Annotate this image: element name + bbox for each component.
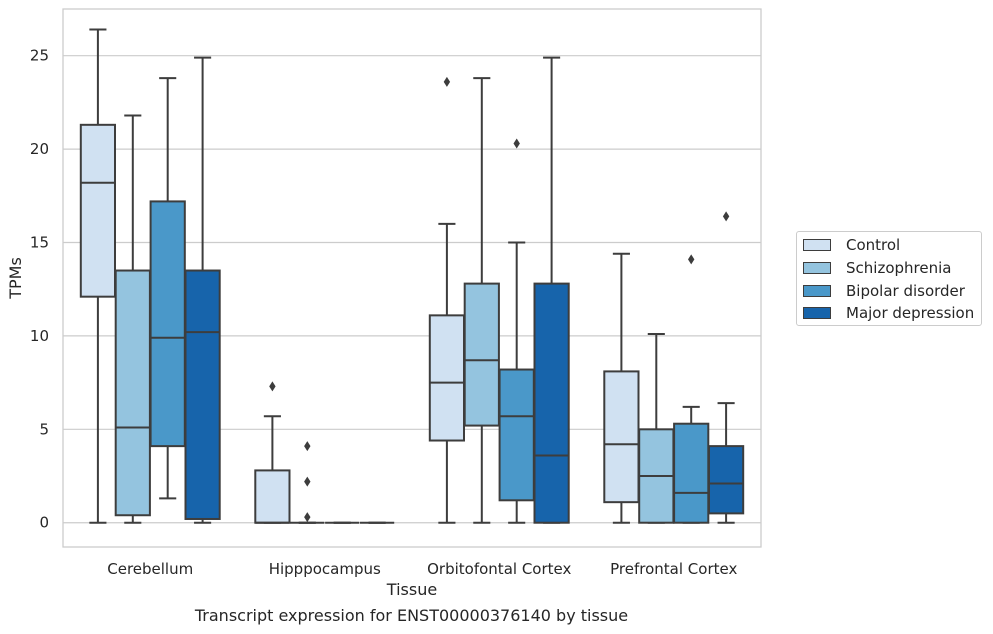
- outlier-point: [443, 76, 451, 87]
- legend-label-schizophrenia: Schizophrenia: [846, 259, 952, 277]
- x-tick-label: Orbitofontal Cortex: [427, 560, 571, 578]
- iqr-box: [673, 422, 710, 524]
- x-tick-labels: Cerebellum Hipppocampus Orbitofontal Corte…: [107, 560, 737, 578]
- box-bipolar-disorder-cerebellum: [149, 77, 186, 500]
- box-major-depression-orbitofontal-cortex: [533, 56, 570, 524]
- box-bipolar-disorder-prefrontal-cortex: [673, 254, 710, 524]
- box-control-prefrontal-cortex: [603, 252, 640, 524]
- x-tick-label: Hipppocampus: [269, 560, 381, 578]
- box-bipolar-disorder-orbitofontal-cortex: [498, 138, 535, 524]
- legend-label-major-depression: Major depression: [846, 304, 975, 322]
- y-tick-label: 5: [39, 420, 49, 438]
- iqr-box: [498, 368, 535, 502]
- iqr-box: [463, 282, 500, 427]
- iqr-box: [184, 269, 221, 520]
- outlier-point: [722, 211, 730, 222]
- legend-swatch-schizophrenia: [803, 262, 831, 274]
- y-tick-labels: 0 5 10 15 20 25: [30, 47, 49, 532]
- iqr-box: [707, 445, 745, 515]
- box-control-cerebellum: [79, 28, 117, 524]
- legend-label-control: Control: [846, 236, 901, 254]
- box-schizophrenia-cerebellum: [114, 114, 151, 524]
- x-axis-label: Tissue: [386, 580, 437, 599]
- legend-swatch-control: [803, 239, 831, 251]
- iqr-box: [428, 314, 466, 442]
- iqr-box: [533, 282, 570, 524]
- box-control-hipppocampus: [254, 381, 291, 524]
- y-tick-label: 25: [30, 47, 49, 65]
- box-major-depression-cerebellum: [184, 56, 221, 524]
- box-schizophrenia-hipppocampus: [290, 441, 325, 524]
- y-tick-label: 15: [30, 234, 49, 252]
- outlier-point: [304, 441, 311, 452]
- box-major-depression-prefrontal-cortex: [707, 211, 745, 524]
- figure-title: Transcript expression for ENST0000037614…: [194, 606, 629, 625]
- plot-frame: [62, 8, 762, 548]
- box-control-orbitofontal-cortex: [428, 76, 466, 524]
- iqr-box: [149, 200, 186, 448]
- iqr-box: [79, 123, 117, 298]
- legend: Control Schizophrenia Bipolar disorder M…: [796, 231, 982, 326]
- outlier-point: [513, 138, 520, 149]
- y-axis-label: TPMs: [6, 257, 25, 300]
- legend-swatch-bipolar-disorder: [803, 285, 831, 297]
- box-schizophrenia-prefrontal-cortex: [638, 333, 675, 524]
- box-layer: [79, 28, 745, 524]
- x-tick-label: Prefrontal Cortex: [610, 560, 737, 578]
- y-tick-label: 10: [30, 327, 49, 345]
- outlier-point: [304, 476, 311, 487]
- outlier-point: [304, 512, 311, 523]
- box-schizophrenia-orbitofontal-cortex: [463, 77, 500, 524]
- y-tick-label: 0: [39, 514, 49, 532]
- legend-swatch-major-depression: [803, 307, 831, 319]
- legend-label-bipolar-disorder: Bipolar disorder: [846, 282, 965, 300]
- y-tick-label: 20: [30, 140, 49, 158]
- outlier-point: [269, 381, 276, 392]
- iqr-box: [603, 370, 640, 504]
- iqr-box: [254, 469, 291, 524]
- x-tick-label: Cerebellum: [107, 560, 193, 578]
- iqr-box: [114, 269, 151, 517]
- outlier-point: [688, 254, 695, 265]
